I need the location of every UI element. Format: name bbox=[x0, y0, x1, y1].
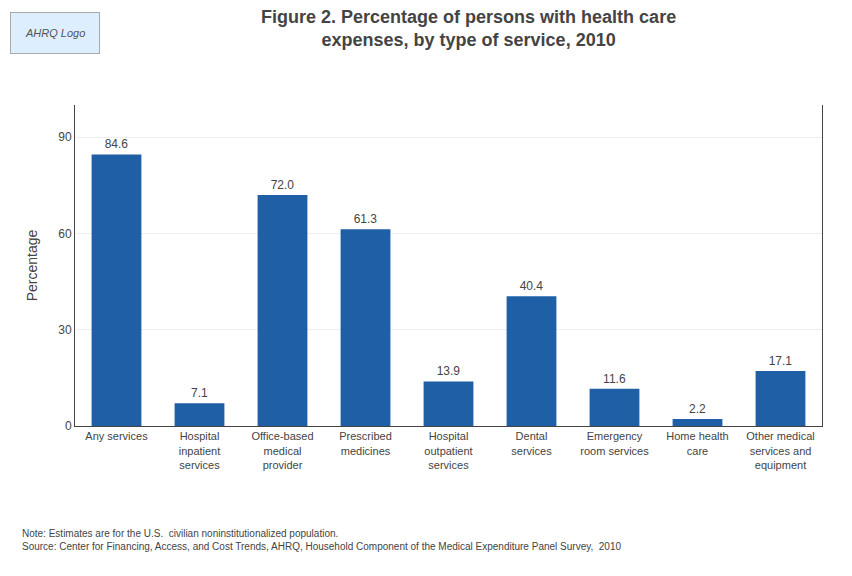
svg-text:60: 60 bbox=[58, 227, 72, 241]
svg-text:Office-basedmedicalprovider: Office-basedmedicalprovider bbox=[251, 430, 313, 471]
svg-text:Other medicalservices andequip: Other medicalservices andequipment bbox=[746, 430, 814, 471]
svg-text:AHRQ Logo: AHRQ Logo bbox=[25, 27, 85, 39]
svg-text:Hospitalinpatientservices: Hospitalinpatientservices bbox=[179, 430, 221, 471]
svg-text:13.9: 13.9 bbox=[437, 364, 461, 378]
svg-text:11.6: 11.6 bbox=[603, 372, 626, 386]
svg-text:84.6: 84.6 bbox=[105, 137, 129, 151]
svg-text:Prescribedmedicines: Prescribedmedicines bbox=[339, 430, 392, 456]
svg-text:7.1: 7.1 bbox=[191, 386, 208, 400]
svg-text:Home healthcare: Home healthcare bbox=[666, 430, 728, 456]
svg-text:72.0: 72.0 bbox=[271, 178, 295, 192]
svg-text:Hospitaloutpatientservices: Hospitaloutpatientservices bbox=[424, 430, 472, 471]
svg-text:30: 30 bbox=[58, 323, 72, 337]
svg-text:40.4: 40.4 bbox=[520, 279, 544, 293]
svg-text:Percentage: Percentage bbox=[24, 229, 40, 301]
svg-text:17.1: 17.1 bbox=[769, 354, 793, 368]
svg-text:Note: Estimates are for the U.: Note: Estimates are for the U.S. civilia… bbox=[22, 528, 621, 552]
svg-text:Emergencyroom services: Emergencyroom services bbox=[580, 430, 649, 456]
svg-text:Any services: Any services bbox=[85, 430, 148, 442]
svg-text:Figure 2. Percentage of person: Figure 2. Percentage of persons with hea… bbox=[261, 7, 676, 50]
svg-text:0: 0 bbox=[65, 419, 72, 433]
svg-text:61.3: 61.3 bbox=[354, 212, 378, 226]
svg-text:90: 90 bbox=[58, 130, 72, 144]
svg-text:2.2: 2.2 bbox=[689, 402, 706, 416]
svg-text:Dentalservices: Dentalservices bbox=[511, 430, 552, 456]
